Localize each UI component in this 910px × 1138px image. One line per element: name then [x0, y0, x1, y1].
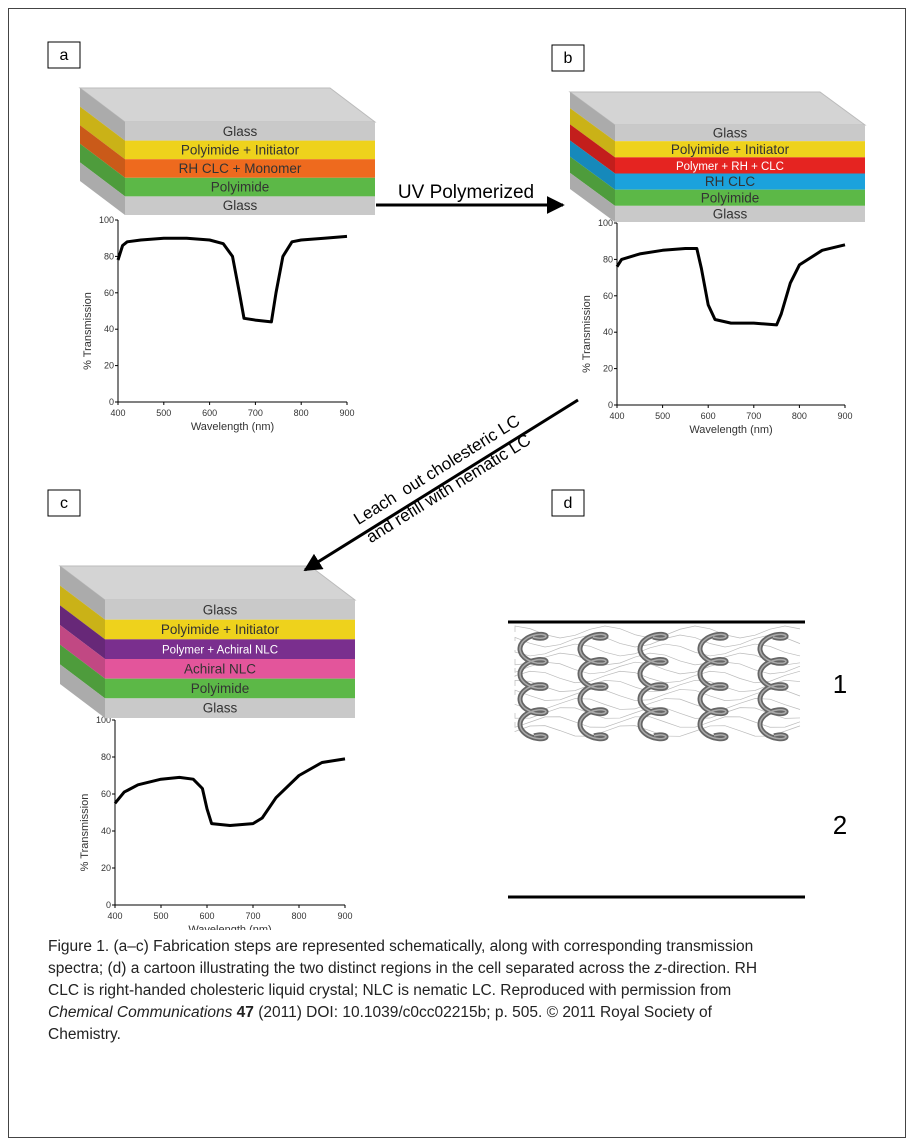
x-tick-label: 400: [107, 911, 122, 921]
layer-label: Polymer + RH + CLC: [676, 161, 784, 173]
x-tick-label: 900: [837, 411, 852, 421]
panel-label: c: [60, 495, 68, 512]
y-tick-label: 100: [598, 218, 613, 228]
panel-label: b: [564, 50, 573, 67]
x-tick-label: 500: [655, 411, 670, 421]
caption-text: Figure 1. (a–c) Fabrication steps are re…: [48, 938, 753, 977]
arrow-label: Leach out cholesteric LC: [350, 411, 523, 529]
layer-label: RH CLC: [705, 174, 756, 189]
x-tick-label: 600: [202, 408, 217, 418]
layer-label: Glass: [223, 198, 258, 213]
layer-label: Polyimide: [191, 681, 250, 696]
network-strand: [515, 717, 800, 728]
x-tick-label: 600: [701, 411, 716, 421]
x-tick-label: 700: [746, 411, 761, 421]
y-axis-label: % Transmission: [82, 292, 94, 370]
panel-label: d: [564, 495, 573, 512]
layer-label: Polyimide + Initiator: [161, 622, 280, 637]
y-tick-label: 80: [104, 251, 114, 261]
cell-top: [80, 88, 375, 122]
cell-top: [60, 566, 355, 600]
layer-label: Polyimide: [211, 180, 270, 195]
y-axis-label: % Transmission: [79, 794, 91, 872]
x-tick-label: 400: [609, 411, 624, 421]
layer-label: Polyimide: [701, 190, 760, 205]
y-tick-label: 80: [603, 254, 613, 264]
arrow-label: UV Polymerized: [398, 182, 534, 203]
y-tick-label: 0: [106, 900, 111, 910]
spectrum-line: [115, 759, 345, 826]
layer-label: Polyimide + Initiator: [671, 142, 790, 157]
x-tick-label: 900: [339, 408, 354, 418]
panel-label: a: [60, 47, 69, 64]
x-tick-label: 700: [245, 911, 260, 921]
x-axis-label: Wavelength (nm): [689, 424, 772, 436]
caption: Figure 1. (a–c) Fabrication steps are re…: [48, 936, 788, 1046]
x-axis-label: Wavelength (nm): [188, 924, 271, 930]
y-tick-label: 20: [101, 863, 111, 873]
layer-label: Glass: [203, 701, 238, 716]
layer-label: RH CLC + Monomer: [179, 161, 302, 176]
layer-label: Glass: [713, 206, 748, 221]
x-tick-label: 400: [110, 408, 125, 418]
y-tick-label: 20: [603, 364, 613, 374]
caption-text: 47: [237, 1004, 254, 1021]
x-tick-label: 800: [792, 411, 807, 421]
spectrum-line: [617, 245, 845, 325]
layer-label: Achiral NLC: [184, 661, 256, 676]
spectrum-line: [118, 236, 347, 322]
y-tick-label: 40: [104, 324, 114, 334]
x-tick-label: 500: [153, 911, 168, 921]
layer-label: Glass: [713, 126, 748, 141]
x-tick-label: 900: [337, 911, 352, 921]
x-tick-label: 700: [248, 408, 263, 418]
y-tick-label: 40: [101, 826, 111, 836]
y-tick-label: 20: [104, 361, 114, 371]
y-tick-label: 0: [608, 400, 613, 410]
y-tick-label: 60: [104, 288, 114, 298]
y-tick-label: 100: [99, 215, 114, 225]
page: 020406080100400500600700800900Wavelength…: [0, 0, 910, 1123]
y-tick-label: 0: [109, 397, 114, 407]
layer-label: Polymer + Achiral NLC: [162, 645, 278, 657]
y-tick-label: 60: [101, 789, 111, 799]
y-tick-label: 40: [603, 327, 613, 337]
y-tick-label: 60: [603, 291, 613, 301]
layer-label: Glass: [223, 124, 258, 139]
x-axis-label: Wavelength (nm): [191, 421, 274, 433]
y-axis-label: % Transmission: [581, 295, 593, 373]
y-tick-label: 80: [101, 752, 111, 762]
x-tick-label: 500: [156, 408, 171, 418]
network-strand: [515, 671, 800, 683]
x-tick-label: 800: [294, 408, 309, 418]
layer-label: Polyimide + Initiator: [181, 142, 300, 157]
x-tick-label: 800: [291, 911, 306, 921]
caption-text: Chemical Communications: [48, 1004, 232, 1021]
region-label: 2: [833, 810, 847, 840]
region-label: 1: [833, 669, 847, 699]
layer-label: Glass: [203, 602, 238, 617]
cell-top: [570, 92, 865, 125]
x-tick-label: 600: [199, 911, 214, 921]
